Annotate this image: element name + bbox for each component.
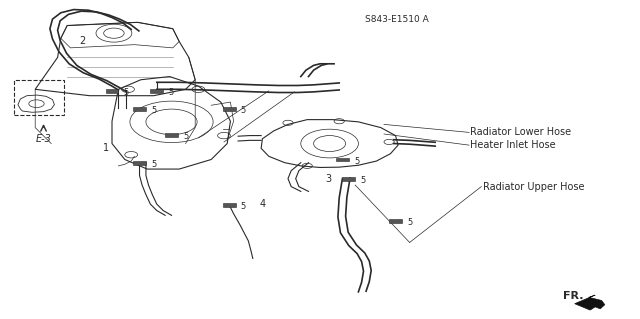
Text: 5: 5 (151, 106, 156, 115)
Text: 1: 1 (103, 143, 109, 153)
Bar (133, 161, 146, 165)
Bar (223, 107, 236, 111)
Bar (223, 203, 236, 207)
Text: 5: 5 (354, 157, 359, 166)
Bar (133, 107, 146, 111)
Text: Radiator Upper Hose: Radiator Upper Hose (483, 182, 585, 192)
Bar (342, 177, 355, 181)
Text: 5: 5 (241, 202, 246, 211)
Text: Radiator Lower Hose: Radiator Lower Hose (470, 127, 572, 137)
Bar (389, 219, 402, 223)
Bar (14, 80, 64, 115)
Bar (150, 89, 163, 93)
Bar (336, 158, 349, 161)
Text: 5: 5 (360, 176, 365, 185)
Text: 5: 5 (407, 218, 412, 227)
Bar (165, 133, 178, 137)
Text: 5: 5 (241, 106, 246, 115)
Text: 5: 5 (151, 160, 156, 169)
Text: E-3: E-3 (36, 134, 51, 144)
Polygon shape (575, 295, 605, 310)
Text: 3: 3 (325, 174, 332, 184)
Text: FR.: FR. (563, 291, 584, 301)
Text: 5: 5 (168, 88, 173, 97)
Text: 2: 2 (79, 36, 85, 47)
Bar (106, 89, 118, 93)
Text: S843-E1510 A: S843-E1510 A (365, 15, 429, 24)
Text: 5: 5 (183, 132, 188, 141)
Text: 4: 4 (259, 199, 266, 209)
Text: 5: 5 (124, 88, 129, 97)
Text: Heater Inlet Hose: Heater Inlet Hose (470, 140, 556, 150)
